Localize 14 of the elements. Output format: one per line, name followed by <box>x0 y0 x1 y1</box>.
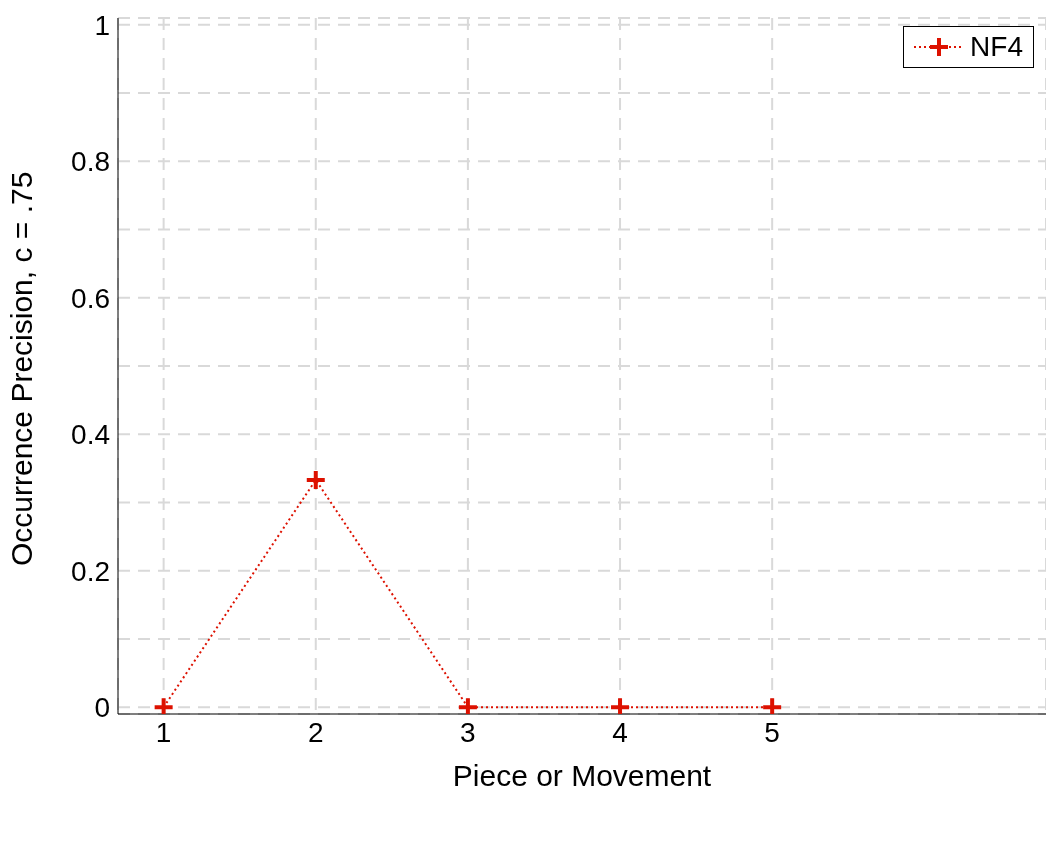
x-tick-label: 5 <box>764 716 780 748</box>
legend-label: NF4 <box>970 31 1023 63</box>
y-axis-title: Occurrence Precision, c = .75 <box>4 171 38 566</box>
y-tick-label: 1 <box>94 9 110 41</box>
y-tick-label: 0.6 <box>71 282 110 314</box>
y-tick-label: 0 <box>94 692 110 724</box>
y-tick-label: 0.2 <box>71 555 110 587</box>
x-tick-label: 1 <box>155 716 172 748</box>
x-tick-label: 4 <box>612 716 628 748</box>
x-tick-label: 2 <box>307 716 324 748</box>
y-tick-label: 0.8 <box>71 146 110 178</box>
x-axis-title: Piece or Movement <box>452 759 712 792</box>
x-tick-label: 3 <box>460 716 476 748</box>
y-tick-label: 0.4 <box>71 419 110 451</box>
